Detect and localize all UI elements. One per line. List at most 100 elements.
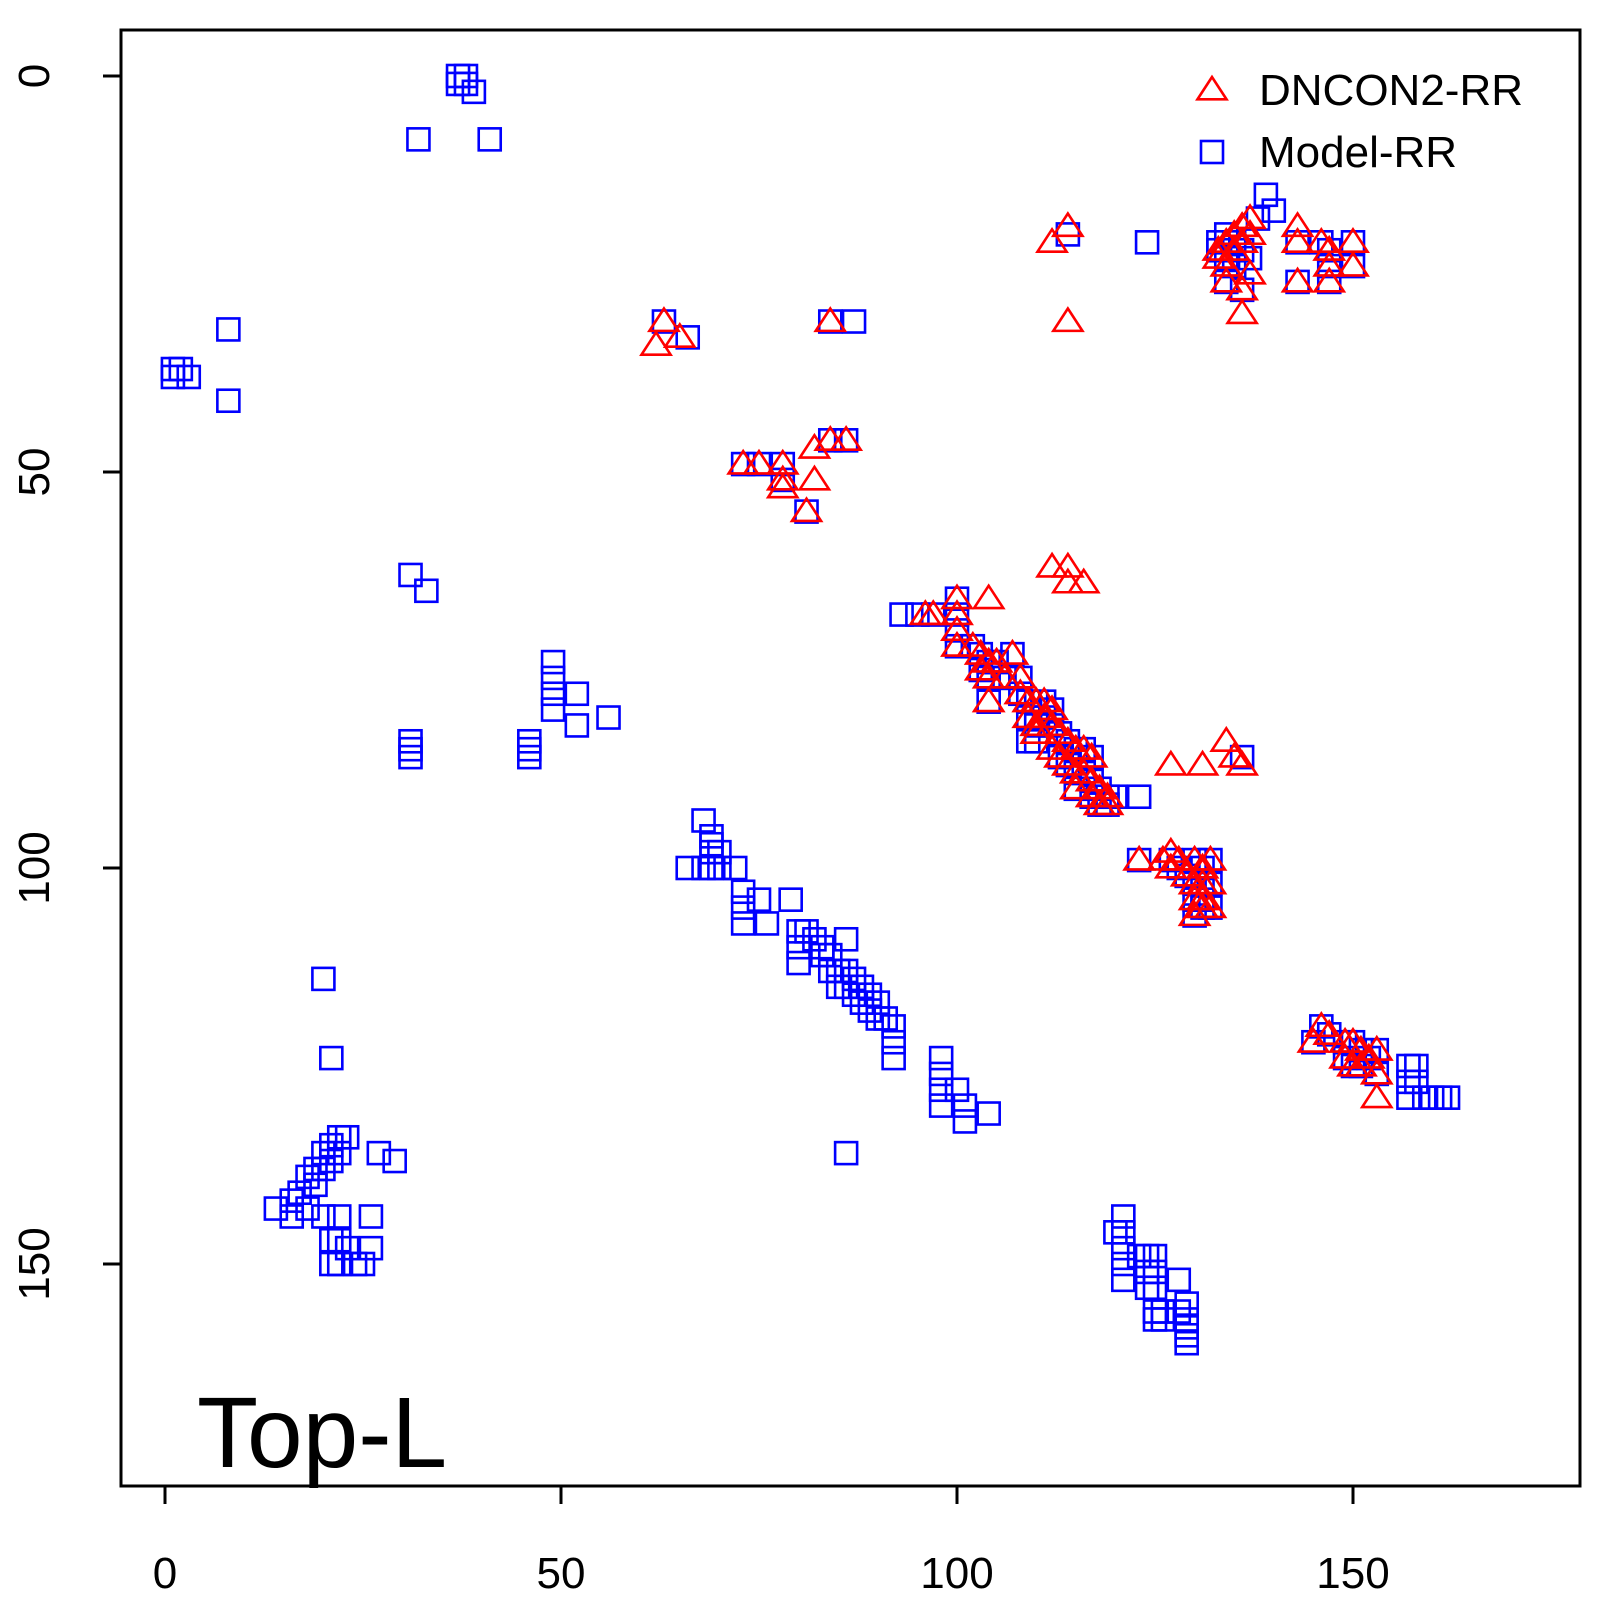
series-model-rr (160, 63, 1461, 1356)
point-square (786, 919, 811, 944)
point-square (1419, 1085, 1445, 1110)
plot-frame (119, 28, 1582, 1488)
point-triangle (1122, 844, 1157, 871)
point-square (1174, 1291, 1199, 1316)
point-triangle (1312, 1018, 1347, 1045)
point-square (398, 728, 423, 754)
point-square (1142, 1275, 1168, 1301)
point-square (1166, 1267, 1192, 1293)
legend-label: DNCON2-RR (1259, 66, 1523, 115)
point-triangle (1050, 567, 1085, 594)
point-square (1229, 237, 1255, 263)
point-square (1158, 847, 1184, 873)
point-square (1134, 1275, 1160, 1301)
point-square (699, 824, 724, 849)
point-triangle (916, 599, 951, 626)
point-square (326, 1227, 352, 1253)
point-square (350, 1251, 376, 1277)
point-square (810, 934, 835, 960)
point-triangle (789, 496, 824, 523)
point-square (841, 982, 867, 1008)
point-square (1103, 1220, 1128, 1245)
point-triangle (1233, 258, 1267, 285)
point-square (1404, 1069, 1429, 1095)
point-square (1134, 1243, 1160, 1269)
point-triangle (971, 583, 1006, 610)
legend-marker-square (1199, 139, 1225, 165)
point-square (334, 1124, 360, 1150)
point-square (1411, 1085, 1437, 1110)
point-square (699, 831, 724, 857)
point-square (881, 1029, 906, 1055)
legend-item: DNCON2-RR (1195, 66, 1523, 115)
point-square (802, 926, 827, 952)
point-square (1174, 1307, 1199, 1332)
point-square (319, 1045, 344, 1071)
point-square (1126, 784, 1152, 810)
point-square (817, 942, 843, 968)
x-axis: 0 50 100 150 (153, 1484, 1390, 1598)
point-square (944, 1077, 970, 1103)
point-triangle (742, 448, 776, 475)
point-square (540, 649, 566, 675)
x-tick-label: 0 (153, 1549, 177, 1598)
point-square (263, 1196, 289, 1221)
point-triangle (1003, 662, 1038, 689)
point-square (1134, 230, 1160, 255)
point-square (849, 974, 875, 1000)
point-square (477, 127, 503, 152)
point-square (1134, 1259, 1160, 1285)
point-square (160, 364, 186, 390)
legend-marker-triangle (1195, 74, 1229, 101)
point-square (1174, 1330, 1199, 1356)
point-triangle (1217, 234, 1252, 261)
point-square (319, 1148, 344, 1174)
point-triangle (797, 464, 832, 491)
point-square (398, 744, 423, 770)
point-triangle (797, 432, 832, 459)
point-triangle (1225, 226, 1260, 253)
point-square (216, 388, 241, 414)
point-triangle (1296, 1026, 1331, 1053)
point-square (596, 705, 621, 730)
point-triangle (1280, 211, 1315, 238)
point-square (319, 1132, 344, 1158)
point-square (722, 855, 748, 881)
point-square (1111, 1220, 1136, 1245)
point-square (564, 713, 590, 738)
point-triangle (1058, 773, 1093, 800)
point-square (1166, 1299, 1192, 1324)
point-square (326, 1140, 352, 1166)
point-triangle (1336, 250, 1370, 277)
point-square (540, 697, 566, 722)
panel-label: Top-L (197, 1377, 447, 1489)
point-triangle (1185, 749, 1220, 776)
x-tick-label: 100 (920, 1549, 993, 1598)
point-square (303, 1156, 328, 1182)
legend: DNCON2-RR Model-RR (1195, 66, 1523, 177)
point-triangle (1312, 234, 1347, 261)
point-square (1142, 1299, 1168, 1324)
point-triangle (1233, 219, 1267, 246)
point-square (675, 325, 701, 350)
legend-item: Model-RR (1199, 128, 1457, 177)
point-square (295, 1164, 320, 1190)
point-square (311, 1140, 336, 1166)
x-tick-label: 50 (537, 1549, 586, 1598)
point-triangle (1312, 266, 1347, 293)
point-square (279, 1204, 305, 1229)
point-triangle (765, 464, 800, 491)
point-square (905, 602, 930, 627)
point-square (730, 895, 756, 920)
point-square (517, 744, 542, 770)
point-square (334, 1235, 360, 1261)
point-triangle (1185, 892, 1220, 919)
point-square (1253, 182, 1279, 208)
y-tick-label: 100 (10, 831, 59, 904)
point-triangle (971, 686, 1006, 713)
point-square (675, 855, 701, 881)
point-square (461, 79, 487, 105)
point-triangle (813, 306, 848, 333)
point-square (1174, 1322, 1199, 1348)
